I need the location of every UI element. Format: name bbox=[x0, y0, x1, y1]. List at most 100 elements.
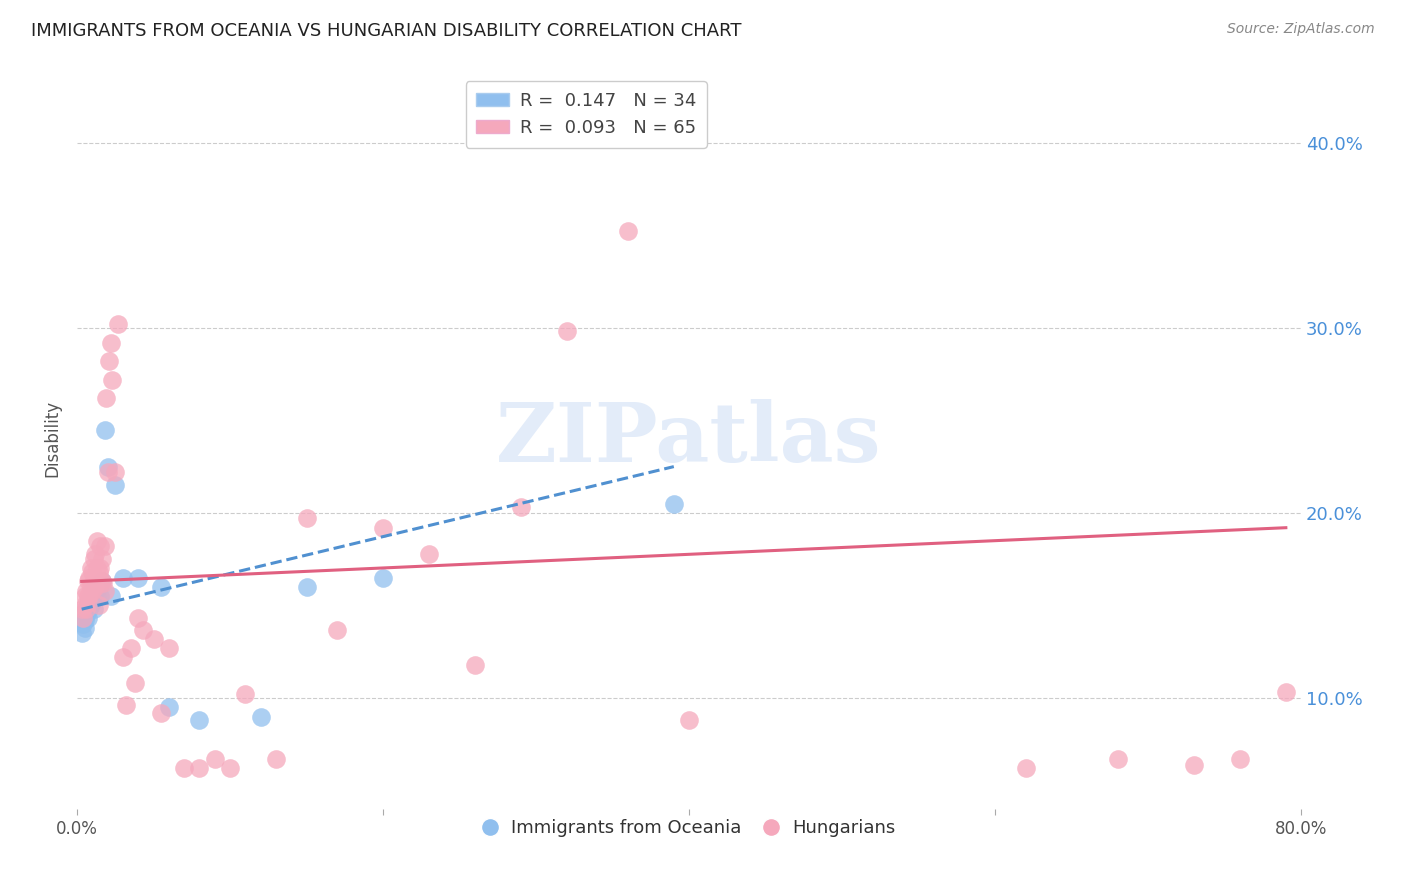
Point bbox=[188, 761, 211, 775]
Point bbox=[84, 580, 107, 594]
Point bbox=[150, 580, 173, 594]
Point bbox=[104, 465, 127, 479]
Point bbox=[142, 632, 165, 646]
Point bbox=[83, 589, 105, 603]
Point bbox=[73, 589, 96, 603]
Text: ZIPatlas: ZIPatlas bbox=[496, 399, 882, 479]
Point bbox=[87, 565, 110, 579]
Point bbox=[101, 373, 124, 387]
Point bbox=[132, 623, 155, 637]
Point bbox=[93, 583, 115, 598]
Point bbox=[115, 698, 138, 713]
Point bbox=[157, 700, 180, 714]
Point bbox=[82, 583, 104, 598]
Point bbox=[1015, 761, 1038, 775]
Point bbox=[89, 561, 111, 575]
Point bbox=[80, 561, 103, 575]
Point bbox=[82, 565, 104, 579]
Point bbox=[79, 602, 101, 616]
Point bbox=[83, 571, 105, 585]
Point bbox=[100, 335, 122, 350]
Point bbox=[79, 571, 101, 585]
Point bbox=[87, 599, 110, 613]
Point bbox=[80, 599, 103, 613]
Point bbox=[371, 571, 394, 585]
Point bbox=[93, 539, 115, 553]
Point bbox=[87, 580, 110, 594]
Point bbox=[76, 611, 98, 625]
Point bbox=[157, 641, 180, 656]
Point bbox=[75, 602, 97, 616]
Point bbox=[127, 571, 149, 585]
Point bbox=[100, 589, 122, 603]
Point bbox=[90, 574, 112, 589]
Point bbox=[264, 752, 287, 766]
Point bbox=[79, 589, 101, 603]
Point bbox=[70, 602, 93, 616]
Point bbox=[83, 552, 105, 566]
Point bbox=[617, 224, 640, 238]
Point bbox=[73, 613, 96, 627]
Point bbox=[97, 465, 120, 479]
Point bbox=[678, 713, 700, 727]
Point bbox=[72, 611, 94, 625]
Point bbox=[86, 533, 108, 548]
Point bbox=[86, 589, 108, 603]
Point bbox=[295, 580, 318, 594]
Point bbox=[1275, 685, 1298, 699]
Point bbox=[84, 547, 107, 561]
Point bbox=[80, 580, 103, 594]
Point bbox=[82, 595, 104, 609]
Point bbox=[555, 325, 578, 339]
Point bbox=[188, 713, 211, 727]
Point bbox=[371, 521, 394, 535]
Point bbox=[249, 709, 271, 723]
Point bbox=[127, 611, 149, 625]
Point bbox=[76, 574, 98, 589]
Point bbox=[89, 539, 111, 553]
Legend: Immigrants from Oceania, Hungarians: Immigrants from Oceania, Hungarians bbox=[475, 812, 903, 845]
Point bbox=[111, 650, 134, 665]
Text: Source: ZipAtlas.com: Source: ZipAtlas.com bbox=[1227, 22, 1375, 37]
Point bbox=[124, 676, 146, 690]
Point bbox=[295, 511, 318, 525]
Point bbox=[86, 561, 108, 575]
Point bbox=[73, 599, 96, 613]
Point bbox=[70, 626, 93, 640]
Point bbox=[79, 593, 101, 607]
Point bbox=[76, 599, 98, 613]
Point bbox=[219, 761, 242, 775]
Point bbox=[91, 576, 114, 591]
Point bbox=[90, 574, 112, 589]
Point bbox=[509, 500, 531, 515]
Point bbox=[75, 602, 97, 616]
Point bbox=[1229, 752, 1251, 766]
Point bbox=[418, 547, 440, 561]
Point bbox=[326, 623, 349, 637]
Point bbox=[1182, 757, 1205, 772]
Y-axis label: Disability: Disability bbox=[44, 401, 60, 477]
Point bbox=[73, 621, 96, 635]
Text: IMMIGRANTS FROM OCEANIA VS HUNGARIAN DISABILITY CORRELATION CHART: IMMIGRANTS FROM OCEANIA VS HUNGARIAN DIS… bbox=[31, 22, 741, 40]
Point bbox=[80, 589, 103, 603]
Point bbox=[97, 459, 120, 474]
Point bbox=[98, 354, 121, 368]
Point bbox=[235, 687, 257, 701]
Point bbox=[72, 617, 94, 632]
Point bbox=[150, 706, 173, 720]
Point bbox=[111, 571, 134, 585]
Point bbox=[464, 657, 486, 672]
Point bbox=[84, 580, 107, 594]
Point bbox=[90, 552, 112, 566]
Point bbox=[107, 317, 129, 331]
Point bbox=[76, 589, 98, 603]
Point bbox=[75, 607, 97, 622]
Point bbox=[93, 423, 115, 437]
Point bbox=[204, 752, 226, 766]
Point bbox=[1107, 752, 1129, 766]
Point bbox=[120, 641, 142, 656]
Point bbox=[82, 583, 104, 598]
Point bbox=[89, 589, 111, 603]
Point bbox=[662, 497, 685, 511]
Point bbox=[173, 761, 195, 775]
